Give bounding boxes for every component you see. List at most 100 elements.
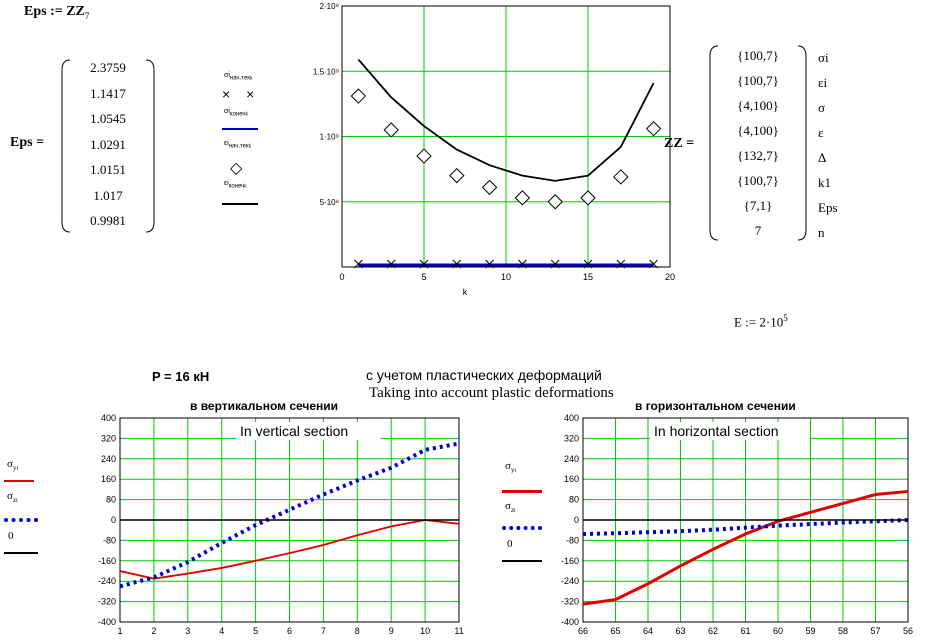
- y-tick-label: -320: [561, 597, 579, 607]
- e-definition: E := 2·105: [734, 313, 788, 330]
- x-tick-label: 65: [610, 626, 620, 636]
- data-point-x: [386, 259, 396, 269]
- zz-value: 7: [754, 223, 762, 238]
- x-tick-label: 57: [870, 626, 880, 636]
- zz-value: {132,7}: [737, 148, 779, 163]
- eps-value: 1.1417: [90, 85, 126, 101]
- chart-subtitle: In horizontal section: [654, 423, 779, 439]
- legend-red-line-icon: [4, 480, 34, 482]
- eps-value: 1.0151: [90, 162, 126, 177]
- y-tick-label: 160: [564, 474, 579, 484]
- data-point-diamond: [645, 120, 662, 137]
- series-sigma-y: [119, 519, 460, 580]
- legend-red-line-icon-2: [502, 490, 542, 493]
- eps-definition: Eps := ZZ7: [24, 4, 90, 21]
- legend-sigma-y-2: σyi: [505, 460, 517, 475]
- x-tick-label: 10: [420, 626, 430, 636]
- y-tick-label: 1.5·10⁹: [313, 67, 339, 76]
- title-en: Taking into account plastic deformations: [369, 385, 614, 401]
- legend-zero: 0: [8, 530, 14, 542]
- y-tick-label: 80: [106, 495, 116, 505]
- x-tick-label: 9: [389, 626, 394, 636]
- zz-equals-label: ZZ =: [664, 136, 695, 151]
- data-point-x: [649, 259, 658, 269]
- legend-sigma-z: σzi: [7, 490, 18, 505]
- zz-label: n: [818, 225, 825, 240]
- y-tick-label: 160: [101, 474, 116, 484]
- y-tick-label: 240: [101, 454, 116, 464]
- legend-sigma-z-2: σzi: [505, 500, 516, 515]
- legend-black-line-icon-2: [502, 560, 542, 562]
- series-sigma-y: [582, 489, 909, 606]
- data-point-diamond: [350, 88, 367, 104]
- zz-label: Δ: [818, 150, 827, 165]
- x-tick-label: 56: [903, 626, 913, 636]
- y-tick-label: 240: [564, 454, 579, 464]
- zz-label: σi: [818, 50, 829, 65]
- eps-value: 1.017: [93, 187, 123, 203]
- legend-eps-nach: εiнач.текk: [224, 140, 252, 150]
- y-tick-label: 400: [101, 413, 116, 423]
- y-tick-label: 2·10⁹: [320, 2, 339, 11]
- legend-sigma-y: σyi: [7, 458, 19, 473]
- data-point-diamond: [383, 122, 399, 138]
- data-point-diamond: [514, 190, 531, 206]
- y-tick-label: 320: [101, 433, 116, 443]
- zz-value: {4,100}: [737, 98, 779, 113]
- legend-diamond-icon: ◇: [230, 160, 243, 177]
- data-point-diamond: [481, 179, 498, 196]
- legend-black-line-icon: [4, 552, 38, 554]
- chart-horizontal-title: в горизонтальном сечении: [635, 399, 796, 413]
- top-chart: 0 5 10 15 20 5·10⁸ 1·10⁹ 1.5·10⁹ 2·10⁹ k: [313, 2, 675, 297]
- x-tick-label: 2: [151, 626, 156, 636]
- x-tick-label: 66: [578, 626, 588, 636]
- x-tick-label: 5: [421, 272, 426, 282]
- y-tick-label: 5·10⁸: [320, 198, 339, 207]
- zz-value: {4,100}: [737, 123, 779, 138]
- zz-label: σ: [818, 100, 826, 115]
- data-point-diamond: [547, 194, 563, 210]
- x-tick-label: 63: [675, 626, 685, 636]
- eps-value: 1.0545: [90, 111, 126, 126]
- y-tick-label: -240: [98, 576, 116, 586]
- data-point-diamond: [580, 190, 596, 206]
- x-tick-label: 59: [805, 626, 815, 636]
- data-point-diamond: [449, 167, 465, 184]
- y-tick-label: 0: [574, 515, 579, 525]
- y-tick-label: 320: [564, 433, 579, 443]
- legend-blue-dotted-icon: [4, 518, 38, 522]
- data-point-x: [419, 259, 429, 269]
- legend-eps-konech: εiконечk: [224, 180, 247, 190]
- x-tick-label: 0: [339, 272, 344, 282]
- x-tick-label: 60: [773, 626, 783, 636]
- legend-zero-2: 0: [507, 538, 513, 550]
- zz-label: ε: [818, 125, 824, 140]
- x-tick-label: 1: [117, 626, 122, 636]
- legend-sigma-konech: σiконечk: [224, 108, 248, 118]
- y-tick-label: -80: [103, 535, 116, 545]
- legend-black-line-icon: [222, 203, 258, 205]
- x-tick-label: 7: [321, 626, 326, 636]
- eps-value: 1.0291: [90, 136, 126, 152]
- series-sigma-z: [119, 441, 460, 589]
- data-point-x: [550, 259, 560, 269]
- chart-vertical-section: 1 2 3 4 5 6 7 8 9 10 11 400 320 240 160 80 0 -80 -160 -240 -…: [98, 413, 464, 636]
- eps-equals-label: Eps =: [10, 135, 45, 150]
- zz-label: Eps: [818, 200, 838, 215]
- y-tick-label: 400: [564, 413, 579, 423]
- x-tick-label: 8: [355, 626, 360, 636]
- y-tick-label: -320: [98, 597, 116, 607]
- x-tick-label: 3: [185, 626, 190, 636]
- zz-label: εi: [818, 75, 828, 90]
- eps-value: 0.9981: [90, 213, 126, 228]
- x-tick-label: 11: [454, 626, 463, 636]
- y-tick-label: -80: [566, 535, 579, 545]
- x-tick-label: 10: [501, 272, 511, 282]
- zz-value: {100,7}: [737, 48, 779, 63]
- x-tick-label: 20: [665, 272, 675, 282]
- y-tick-label: 80: [569, 495, 579, 505]
- zz-value: {100,7}: [737, 173, 779, 188]
- eps-vector-brackets: [61, 59, 155, 233]
- y-tick-label: -400: [98, 617, 116, 627]
- zz-value: {7,1}: [743, 198, 773, 213]
